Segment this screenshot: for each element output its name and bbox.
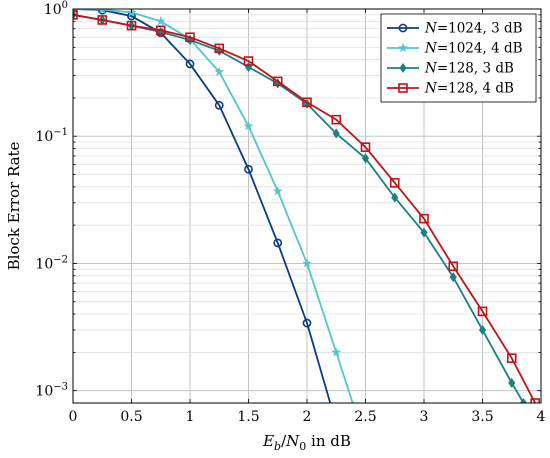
x-tick-label: 1 <box>186 409 195 425</box>
data-point <box>302 318 312 328</box>
x-tick-label: 0 <box>69 409 78 425</box>
legend-label: N=128, 4 dB <box>424 81 514 97</box>
data-point <box>155 16 166 26</box>
data-point <box>331 347 342 357</box>
data-point <box>214 100 224 110</box>
data-point <box>302 258 312 268</box>
legend-entry: N=1024, 4 dB <box>387 41 523 57</box>
data-point <box>519 397 528 403</box>
data-point <box>478 324 487 335</box>
data-point <box>398 83 408 93</box>
legend-entry: N=128, 3 dB <box>387 61 514 77</box>
legend-label: N=1024, 4 dB <box>424 41 523 57</box>
data-point <box>73 10 78 20</box>
series-line <box>73 13 536 403</box>
data-point <box>508 377 516 388</box>
legend: N=1024, 3 dB N=1024, 4 dB N=128, 3 dB N=128… <box>380 13 537 103</box>
data-point <box>126 20 137 31</box>
data-point <box>155 25 166 36</box>
y-tick-label: 100 <box>44 0 68 18</box>
data-point <box>273 238 283 248</box>
data-point <box>244 164 253 174</box>
data-point <box>97 15 108 25</box>
data-point <box>185 32 195 43</box>
x-tick-label: 0.5 <box>120 409 142 425</box>
data-point <box>419 213 429 224</box>
ticks <box>72 8 542 403</box>
data-point <box>506 353 517 363</box>
legend-label: N=1024, 3 dB <box>424 21 523 37</box>
x-tick-label: 1.5 <box>237 409 259 425</box>
data-point <box>398 23 408 33</box>
data-point <box>398 42 408 53</box>
data-point <box>302 97 312 108</box>
data-point <box>477 306 488 317</box>
data-point <box>448 261 459 272</box>
x-tick-label: 4 <box>537 409 546 425</box>
y-tick-label: 10−1 <box>35 127 68 145</box>
data-point <box>214 43 225 54</box>
x-tick-label: 2 <box>303 409 312 425</box>
x-tick-label: 2.5 <box>354 409 376 425</box>
data-point <box>98 9 106 14</box>
y-tick-label: 10−2 <box>35 254 68 272</box>
legend-entry: N=128, 4 dB <box>387 81 514 97</box>
data-point <box>530 398 540 403</box>
y-axis-title: Block Error Rate <box>5 141 23 270</box>
data-point <box>391 192 399 203</box>
data-point <box>272 76 283 87</box>
data-point <box>360 142 371 152</box>
series-layer <box>73 9 540 403</box>
y-tick-label: 10−3 <box>35 382 68 400</box>
legend-entry: N=1024, 3 dB <box>387 21 523 37</box>
y-tick-labels: 10−3 10−2 10−1 100 <box>35 0 68 400</box>
data-point <box>449 272 457 283</box>
data-point <box>243 56 254 66</box>
data-point <box>399 62 407 74</box>
x-tick-label: 3.5 <box>471 409 493 425</box>
data-point <box>214 66 225 77</box>
x-axis-title: Eb/N0 in dB <box>262 432 351 453</box>
series-line <box>73 9 332 403</box>
legend-label: N=128, 3 dB <box>424 61 514 77</box>
data-point <box>389 178 400 188</box>
data-point <box>185 59 195 69</box>
x-tick-label: 3 <box>420 409 429 425</box>
data-point <box>331 114 342 125</box>
data-point <box>272 185 283 196</box>
x-tick-labels: 0 0.5 1 1.5 2 2.5 3 3.5 4 <box>69 409 546 425</box>
data-point <box>332 128 340 139</box>
series-square <box>73 10 540 403</box>
data-point <box>420 227 428 238</box>
data-point <box>361 153 370 164</box>
data-point <box>243 120 254 131</box>
